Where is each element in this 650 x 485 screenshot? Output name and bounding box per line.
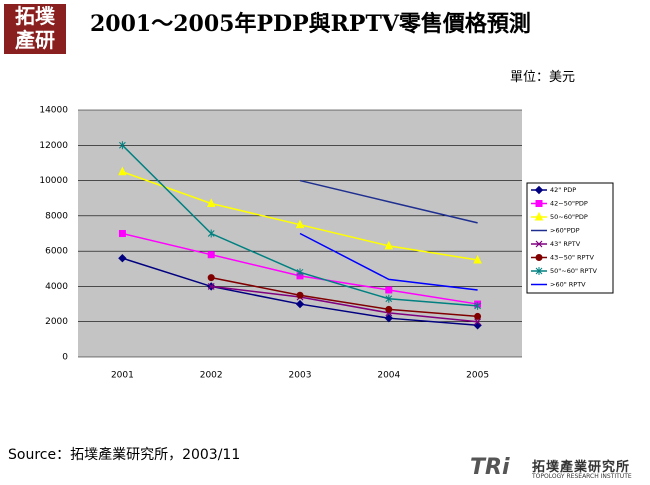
logo: 拓墣 產研 (4, 4, 66, 54)
legend-label: >60"PDP (550, 227, 580, 235)
x-tick-label: 2003 (289, 371, 312, 381)
logo-line: 拓墣 (15, 4, 55, 28)
y-tick-label: 8000 (45, 211, 68, 221)
x-tick-label: 2004 (377, 371, 400, 381)
legend-marker (535, 200, 543, 207)
legend-marker (535, 254, 543, 261)
marker (206, 198, 216, 208)
marker (295, 299, 305, 309)
marker (474, 301, 481, 310)
legend-label: 43~50" RPTV (550, 254, 594, 262)
footer-logo: TRi 拓墣產業研究所 TOPOLOGY RESEARCH INSTITUTE (470, 455, 645, 483)
legend-marker (534, 211, 544, 221)
marker (385, 286, 393, 294)
legend-label: 50"~60" RPTV (550, 267, 597, 275)
legend-label: 42~50"PDP (550, 200, 588, 208)
source: Source：拓墣產業研究所，2003/11 (8, 447, 241, 463)
marker (118, 166, 127, 176)
series-line (299, 179, 478, 224)
footer-name-en: TOPOLOGY RESEARCH INSTITUTE (532, 473, 632, 480)
marker (296, 268, 304, 277)
y-tick-label: 6000 (45, 247, 68, 257)
marker (473, 254, 482, 264)
legend-label: 50~60"PDP (550, 213, 588, 221)
marker (474, 318, 482, 326)
x-tick-label: 2005 (466, 371, 489, 381)
unit: 單位：美元 (510, 70, 576, 85)
marker (207, 251, 215, 259)
footer-name: 拓墣產業研究所 (532, 460, 631, 475)
legend-label: 43" RPTV (550, 240, 581, 248)
marker (118, 253, 127, 263)
marker (384, 240, 394, 250)
y-tick-label: 14000 (39, 106, 68, 116)
marker (207, 229, 215, 238)
footer-mark: TRi (470, 455, 510, 480)
legend-marker (534, 185, 544, 195)
x-tick-label: 2002 (200, 371, 223, 381)
marker (119, 141, 126, 150)
marker (385, 305, 393, 313)
marker (474, 312, 482, 320)
marker (385, 294, 393, 303)
y-tick-label: 2000 (45, 317, 68, 327)
title: 2001～2005年PDP與RPTV零售價格預測 (90, 11, 531, 37)
marker (296, 291, 304, 299)
y-tick-label: 0 (62, 353, 68, 363)
marker (207, 274, 215, 282)
series-line (211, 285, 478, 323)
series-line (299, 232, 478, 291)
marker (207, 283, 215, 290)
marker (295, 219, 305, 229)
legend-marker (535, 267, 543, 275)
legend-marker (535, 240, 543, 248)
y-tick-label: 12000 (39, 141, 68, 151)
legend-label: 42" PDP (550, 186, 576, 194)
legend-label: >60" RPTV (550, 281, 586, 289)
marker (118, 230, 126, 237)
series-line (211, 276, 478, 318)
x-tick-label: 2001 (111, 371, 134, 381)
marker (384, 313, 394, 323)
y-tick-label: 4000 (45, 282, 68, 292)
logo-line: 產研 (15, 28, 55, 52)
y-tick-label: 10000 (39, 176, 68, 186)
